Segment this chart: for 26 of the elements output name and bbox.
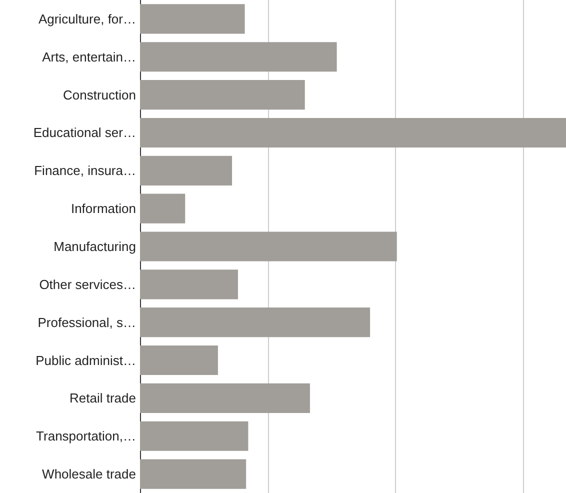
bar [140,308,370,338]
bar [140,345,218,376]
bar [140,80,305,110]
bar [140,421,248,451]
y-tick-label: Arts, entertain… [42,49,136,64]
y-tick-label: Construction [63,87,136,102]
y-tick-label: Manufacturing [54,239,136,254]
bar [140,232,397,262]
bar [140,4,245,34]
bar [140,459,246,489]
y-tick-label: Finance, insura… [34,163,136,178]
y-tick-label: Information [70,201,136,216]
bar [140,118,566,148]
bar [140,156,232,186]
y-tick-label: Other services… [39,276,136,292]
bar [140,42,337,72]
bar [140,194,186,224]
bar [140,383,310,413]
y-tick-label: Agriculture, for… [38,11,136,26]
y-tick-label: Educational ser… [33,125,136,140]
y-tick-label: Retail trade [70,390,136,406]
y-tick-label: Wholesale trade [42,466,136,482]
y-tick-label: Public administ… [36,352,136,368]
bar [140,270,238,300]
y-tick-label: Professional, s… [38,314,136,330]
y-tick-label: Transportation,… [36,428,136,444]
